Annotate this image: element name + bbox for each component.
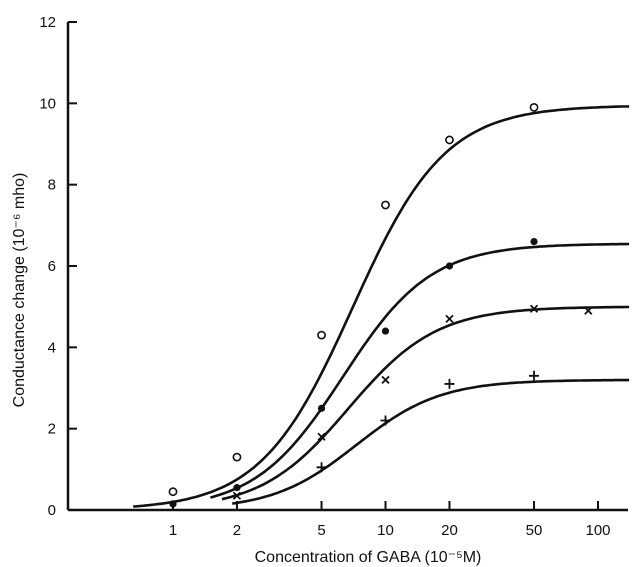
y-axis-label: Conductance change (10⁻⁶ mho) (11, 173, 28, 408)
data-point-filled-circle (530, 238, 538, 246)
cross-marker (317, 432, 326, 441)
cross-marker (381, 375, 390, 385)
y-tick-label: 12 (39, 14, 56, 31)
x-tick-label: 100 (585, 522, 610, 539)
filled-circle-marker (445, 262, 454, 270)
x-tick-label: 10 (377, 522, 394, 539)
x-tick-label: 5 (317, 522, 325, 539)
fitted-curve-1 (133, 105, 630, 508)
plus-marker (316, 462, 327, 473)
x-tick-label: 50 (526, 522, 543, 539)
cross-marker (584, 306, 593, 315)
filled-circle-marker (233, 484, 241, 492)
data-point-filled-circle (381, 327, 390, 335)
y-tick-label: 10 (39, 95, 56, 112)
data-point-cross (381, 375, 390, 385)
fitted-curve-3 (221, 305, 630, 501)
cross-marker (445, 314, 454, 324)
plus-marker (380, 415, 391, 426)
x-tick-label: 1 (169, 522, 177, 539)
cross-marker (529, 304, 539, 313)
data-point-open-circle (232, 452, 242, 462)
plus-marker (444, 378, 455, 389)
data-point-cross (445, 314, 454, 324)
open-circle-marker (317, 330, 326, 340)
data-point-filled-circle (445, 262, 454, 270)
cross-marker (232, 491, 242, 500)
data-point-cross (317, 432, 326, 441)
data-point-open-circle (168, 487, 178, 497)
filled-circle-marker (317, 404, 326, 412)
data-point-filled-circle (169, 500, 177, 508)
data-point-open-circle (317, 330, 326, 340)
x-axis-label: Concentration of GABA (10⁻⁵M) (255, 549, 482, 566)
y-tick-label: 6 (48, 258, 56, 275)
filled-circle-marker (381, 327, 390, 335)
data-point-open-circle (381, 200, 390, 210)
y-tick-label: 0 (48, 502, 56, 519)
data-point-plus (316, 462, 327, 473)
data-point-plus (380, 415, 391, 426)
fitted-curves (133, 105, 630, 508)
open-circle-marker (168, 487, 178, 497)
open-circle-marker (445, 135, 454, 145)
x-tick-label: 2 (233, 522, 241, 539)
open-circle-marker (529, 103, 539, 112)
data-point-cross (232, 491, 242, 500)
y-tick-label: 2 (48, 421, 56, 438)
x-tick-label: 20 (441, 522, 458, 539)
y-tick-label: 8 (48, 177, 56, 194)
data-point-filled-circle (233, 484, 241, 492)
open-circle-marker (381, 200, 390, 210)
fitted-curve-2 (210, 242, 630, 499)
data-point-cross (584, 306, 593, 315)
fitted-curve-4 (232, 378, 630, 505)
data-markers (168, 103, 593, 508)
data-point-open-circle (445, 135, 454, 145)
data-point-plus (444, 378, 455, 389)
filled-circle-marker (169, 500, 177, 508)
data-point-cross (529, 304, 539, 313)
data-point-filled-circle (317, 404, 326, 412)
y-tick-label: 4 (48, 339, 56, 356)
plus-marker (529, 370, 540, 381)
data-point-open-circle (529, 103, 539, 112)
filled-circle-marker (530, 238, 538, 246)
data-point-plus (529, 370, 540, 381)
open-circle-marker (232, 452, 242, 462)
